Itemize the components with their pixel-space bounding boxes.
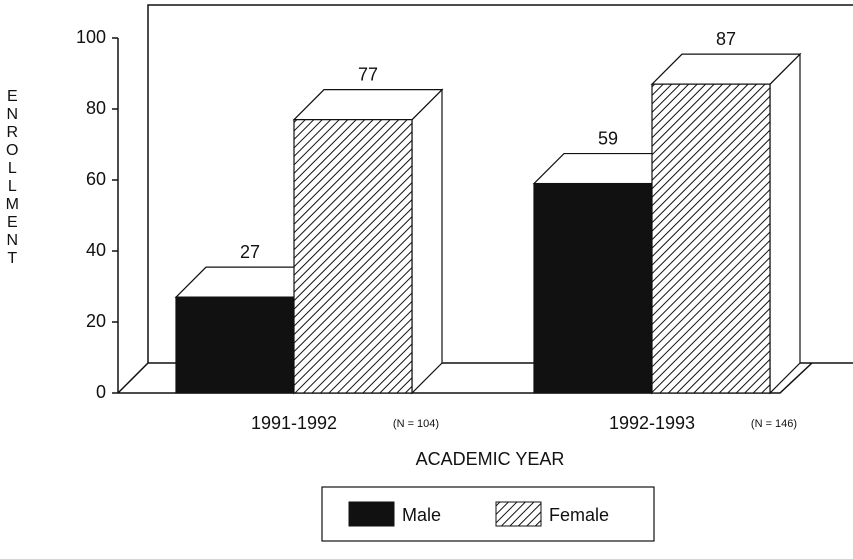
bar	[533, 182, 653, 394]
y-tick-label: 80	[86, 98, 106, 118]
y-axis-label: ENROLLMENT	[4, 88, 21, 268]
data-label: 87	[716, 29, 736, 49]
x-tick-label: 1992-1993	[609, 413, 695, 433]
bar	[293, 119, 413, 394]
legend-swatch	[495, 501, 542, 527]
data-label: 27	[240, 242, 260, 262]
y-tick-label: 20	[86, 311, 106, 331]
x-axis-label: ACADEMIC YEAR	[416, 449, 565, 469]
annotation: (N = 104)	[393, 418, 439, 430]
y-tick-label: 40	[86, 240, 106, 260]
legend-label: Male	[402, 505, 441, 525]
data-label: 77	[358, 64, 378, 84]
data-label: 59	[598, 128, 618, 148]
back-wall	[147, 4, 853, 363]
bar	[175, 296, 295, 394]
legend-swatch	[348, 501, 395, 527]
bar-side	[411, 88, 443, 395]
y-tick-label: 100	[76, 27, 106, 47]
y-tick-label: 0	[96, 382, 106, 402]
x-tick-label: 1991-1992	[251, 413, 337, 433]
bar-side	[769, 52, 801, 395]
legend-box	[321, 486, 655, 542]
legend-label: Female	[549, 505, 609, 525]
annotation: (N = 146)	[751, 418, 797, 430]
bar	[651, 83, 771, 394]
y-tick-label: 60	[86, 169, 106, 189]
